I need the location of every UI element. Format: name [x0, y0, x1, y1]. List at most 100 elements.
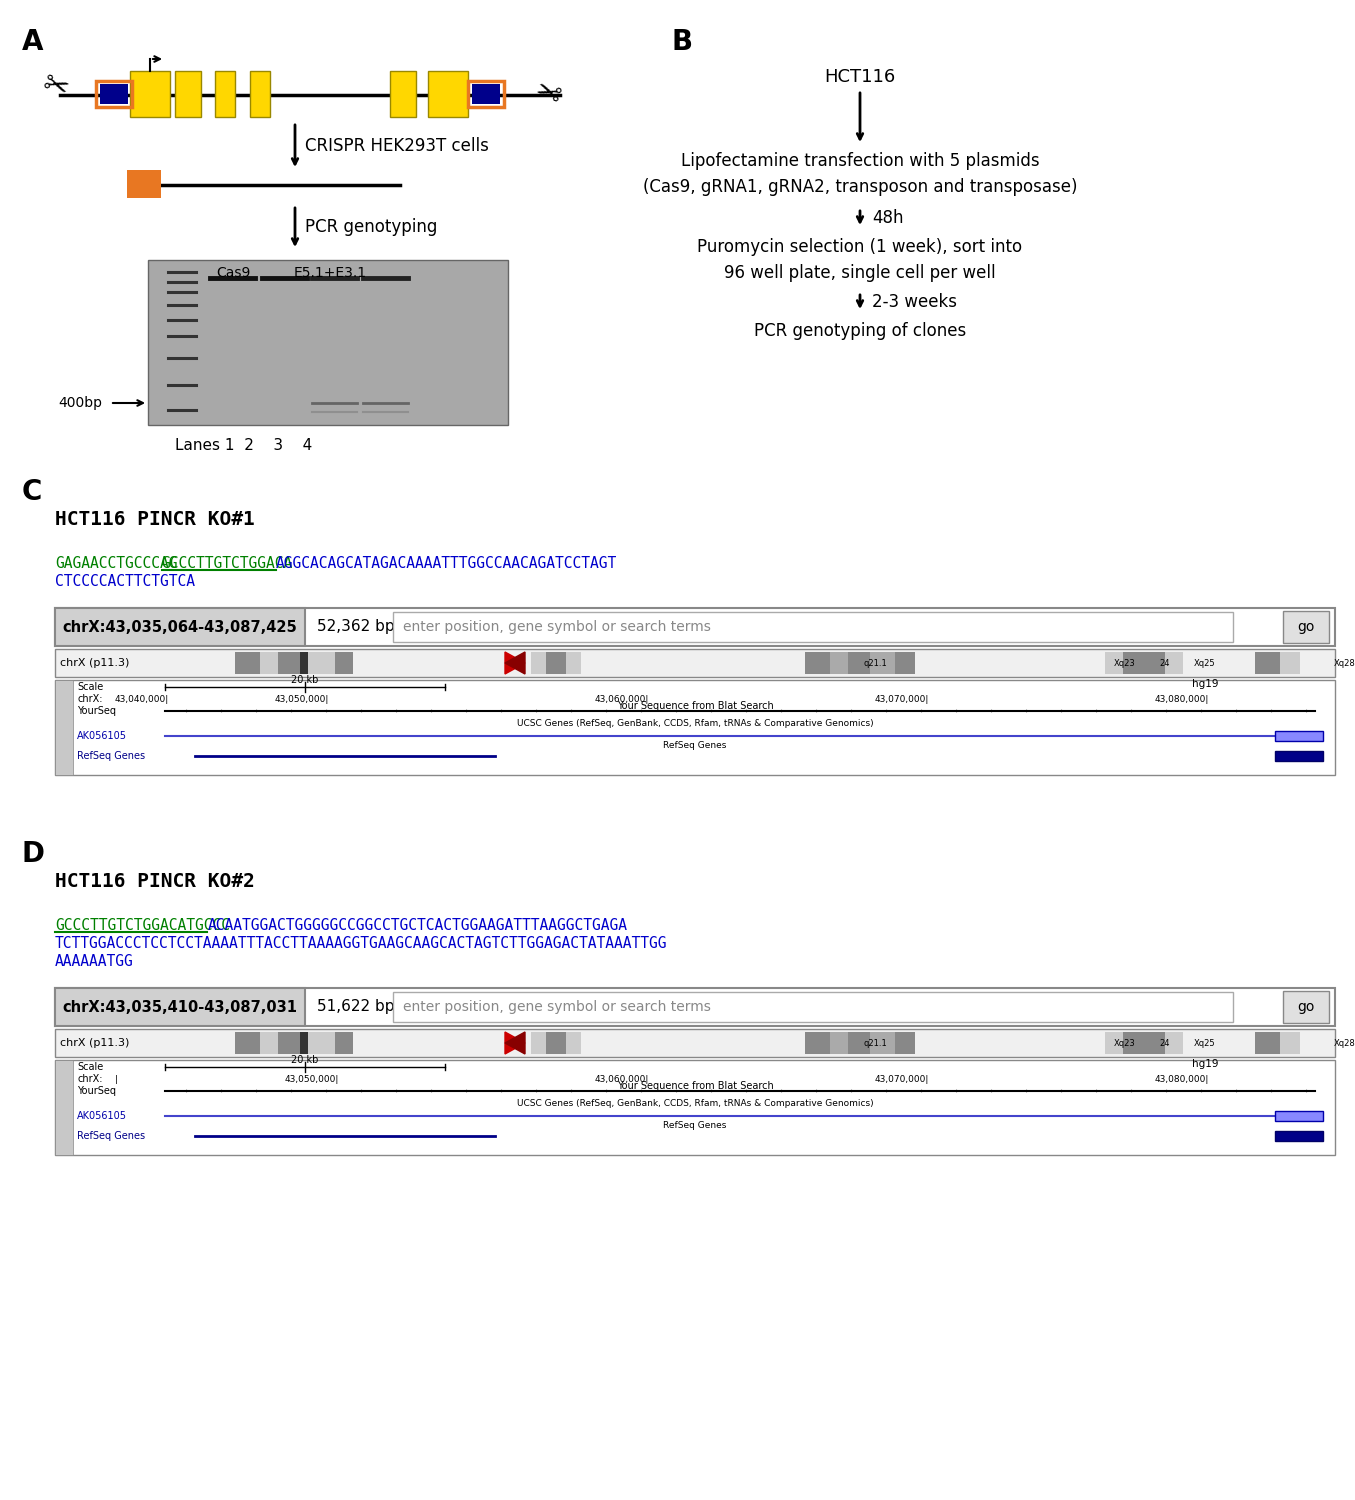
Bar: [1104, 652, 1123, 674]
Bar: [428, 70, 467, 117]
Text: Xq28: Xq28: [1335, 1038, 1355, 1047]
Bar: [1275, 1112, 1322, 1120]
Bar: [234, 1032, 260, 1054]
Text: C: C: [22, 478, 42, 506]
Text: q21.1: q21.1: [863, 658, 888, 668]
Text: chrX:: chrX:: [77, 1074, 103, 1084]
Bar: [299, 1032, 308, 1054]
Text: chrX (p11.3): chrX (p11.3): [60, 658, 129, 668]
Text: ✂: ✂: [531, 69, 565, 105]
Text: PCR genotyping of clones: PCR genotyping of clones: [753, 322, 966, 340]
Bar: [251, 70, 270, 117]
Text: GCCCTTGTCTGGACATGCCC: GCCCTTGTCTGGACATGCCC: [56, 918, 230, 933]
Bar: [870, 652, 896, 674]
Bar: [56, 608, 305, 646]
Text: 43,080,000|: 43,080,000|: [1154, 1074, 1210, 1083]
Bar: [56, 988, 305, 1026]
Text: go: go: [1297, 1000, 1314, 1014]
Text: HCT116 PINCR KO#1: HCT116 PINCR KO#1: [56, 510, 255, 530]
Bar: [1123, 1032, 1145, 1054]
Bar: [1255, 1032, 1280, 1054]
Bar: [1275, 752, 1322, 760]
Text: go: go: [1297, 620, 1314, 634]
Text: 43,050,000|: 43,050,000|: [275, 694, 329, 703]
Bar: [278, 652, 299, 674]
Text: ✂: ✂: [38, 69, 72, 105]
Text: UCSC Genes (RefSeq, GenBank, CCDS, Rfam, tRNAs & Comparative Genomics): UCSC Genes (RefSeq, GenBank, CCDS, Rfam,…: [516, 720, 874, 729]
Bar: [531, 652, 546, 674]
Text: HCT116 PINCR KO#2: HCT116 PINCR KO#2: [56, 871, 255, 891]
Polygon shape: [505, 1032, 524, 1054]
Bar: [56, 988, 1335, 1026]
Bar: [335, 652, 354, 674]
Bar: [322, 1032, 335, 1054]
Bar: [56, 608, 1335, 646]
Bar: [234, 652, 260, 674]
Text: Xq28: Xq28: [1335, 658, 1355, 668]
Text: 52,362 bp.: 52,362 bp.: [317, 620, 400, 634]
Bar: [831, 652, 848, 674]
Bar: [546, 652, 566, 674]
Bar: [393, 612, 1233, 642]
Bar: [805, 652, 831, 674]
Bar: [1275, 1131, 1322, 1142]
Bar: [1275, 730, 1322, 741]
Bar: [1165, 1032, 1183, 1054]
Bar: [56, 650, 1335, 676]
Bar: [1145, 652, 1165, 674]
Bar: [1145, 1032, 1165, 1054]
Text: YourSeq: YourSeq: [77, 1086, 117, 1096]
Bar: [56, 1060, 73, 1155]
Bar: [96, 81, 131, 106]
Bar: [100, 84, 127, 104]
Text: A: A: [22, 28, 43, 56]
Polygon shape: [505, 1032, 524, 1054]
Bar: [566, 652, 581, 674]
Text: AK056105: AK056105: [77, 1112, 127, 1120]
Text: enter position, gene symbol or search terms: enter position, gene symbol or search te…: [402, 620, 711, 634]
Text: Xq23: Xq23: [1114, 1038, 1135, 1047]
Text: Your Sequence from Blat Search: Your Sequence from Blat Search: [617, 1082, 774, 1090]
Bar: [831, 1032, 848, 1054]
Text: 51,622 bp.: 51,622 bp.: [317, 999, 400, 1014]
Text: YourSeq: YourSeq: [77, 706, 117, 716]
Bar: [1255, 652, 1280, 674]
Text: RefSeq Genes: RefSeq Genes: [77, 1131, 145, 1142]
Text: GAGAACCTGCCCAG: GAGAACCTGCCCAG: [56, 556, 178, 572]
Bar: [531, 1032, 546, 1054]
Text: hg19: hg19: [1192, 680, 1218, 688]
Bar: [1283, 610, 1329, 644]
Bar: [148, 260, 508, 424]
Text: D: D: [22, 840, 45, 868]
Bar: [278, 1032, 299, 1054]
Text: 24: 24: [1160, 1038, 1171, 1047]
Bar: [308, 652, 322, 674]
Text: Lanes 1  2    3    4: Lanes 1 2 3 4: [175, 438, 312, 453]
Text: Xq25: Xq25: [1194, 1038, 1215, 1047]
Bar: [260, 652, 278, 674]
Bar: [56, 1029, 1335, 1057]
Bar: [1280, 1032, 1299, 1054]
Bar: [870, 1032, 896, 1054]
Text: Xq23: Xq23: [1114, 658, 1135, 668]
Text: chrX:: chrX:: [77, 694, 103, 703]
Text: chrX:43,035,410-43,087,031: chrX:43,035,410-43,087,031: [62, 999, 298, 1014]
Text: 43,070,000|: 43,070,000|: [875, 694, 930, 703]
Text: ACAATGGACTGGGGGCCGGCCTGCTCACTGGAAGATTTAAGGCTGAGA: ACAATGGACTGGGGGCCGGCCTGCTCACTGGAAGATTTAA…: [207, 918, 627, 933]
Text: Lipofectamine transfection with 5 plasmids
(Cas9, gRNA1, gRNA2, transposon and t: Lipofectamine transfection with 5 plasmi…: [642, 152, 1077, 196]
Polygon shape: [505, 652, 524, 674]
Bar: [805, 1032, 831, 1054]
Text: 43,050,000|: 43,050,000|: [285, 1074, 339, 1083]
Bar: [175, 70, 201, 117]
Bar: [56, 680, 73, 776]
Text: Xq25: Xq25: [1194, 658, 1215, 668]
Text: 43,060,000|: 43,060,000|: [595, 1074, 649, 1083]
Text: 43,060,000|: 43,060,000|: [595, 694, 649, 703]
Text: RefSeq Genes: RefSeq Genes: [77, 752, 145, 760]
Text: GCCCTTGTCTGGACA: GCCCTTGTCTGGACA: [161, 556, 293, 572]
Bar: [472, 84, 500, 104]
Text: Puromycin selection (1 week), sort into
96 well plate, single cell per well: Puromycin selection (1 week), sort into …: [698, 238, 1023, 282]
Bar: [130, 70, 169, 117]
Text: 20 kb: 20 kb: [291, 1054, 318, 1065]
Bar: [467, 81, 504, 106]
